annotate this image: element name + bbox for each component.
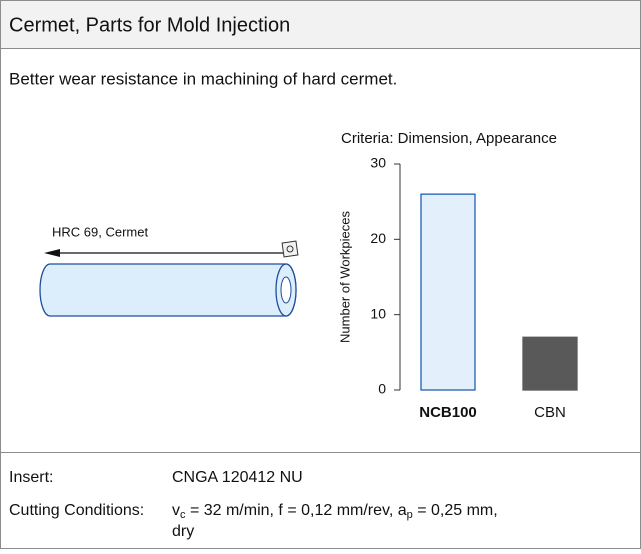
y-tick-label: 30	[370, 155, 386, 171]
text-run: = 0,25 mm,	[413, 502, 498, 519]
insert	[281, 240, 299, 258]
workpiece-bore	[280, 276, 292, 304]
chart: Criteria: Dimension, Appearance Number o…	[337, 130, 578, 421]
y-tick-label: 0	[378, 381, 386, 397]
x-tick-label: CBN	[534, 404, 566, 421]
spec-value: dry	[172, 523, 194, 540]
spec-value: vc = 32 m/min, f = 0,12 mm/rev, ap = 0,2…	[172, 502, 498, 521]
workpiece	[39, 263, 297, 317]
spec-label: Insert:	[9, 469, 53, 486]
subscript: c	[180, 509, 186, 521]
text-run: = 32 m/min, f = 0,12 mm/rev, a	[186, 502, 407, 519]
illustration-label: HRC 69, Cermet	[52, 224, 148, 239]
chart-title: Criteria: Dimension, Appearance	[341, 130, 557, 147]
insert-hole	[286, 245, 294, 253]
y-tick-label: 10	[370, 305, 386, 321]
x-tick-label: NCB100	[419, 404, 477, 421]
specs: Insert: Cutting Conditions: CNGA 120412 NU…	[9, 469, 498, 540]
illustration: HRC 69, Cermet	[39, 224, 299, 317]
spec-label: Cutting Conditions:	[9, 502, 144, 519]
bar	[420, 193, 476, 391]
subscript: p	[407, 509, 413, 521]
header-bg	[0, 0, 641, 49]
y-tick-label: 20	[370, 230, 386, 246]
arrow-head	[44, 249, 60, 257]
header-title: Cermet, Parts for Mold Injection	[9, 14, 290, 36]
text-run: v	[172, 502, 180, 519]
bar	[522, 336, 578, 391]
y-axis-label: Number of Workpieces	[337, 211, 352, 343]
description: Better wear resistance in machining of h…	[9, 69, 397, 88]
spec-value: CNGA 120412 NU	[172, 469, 303, 486]
